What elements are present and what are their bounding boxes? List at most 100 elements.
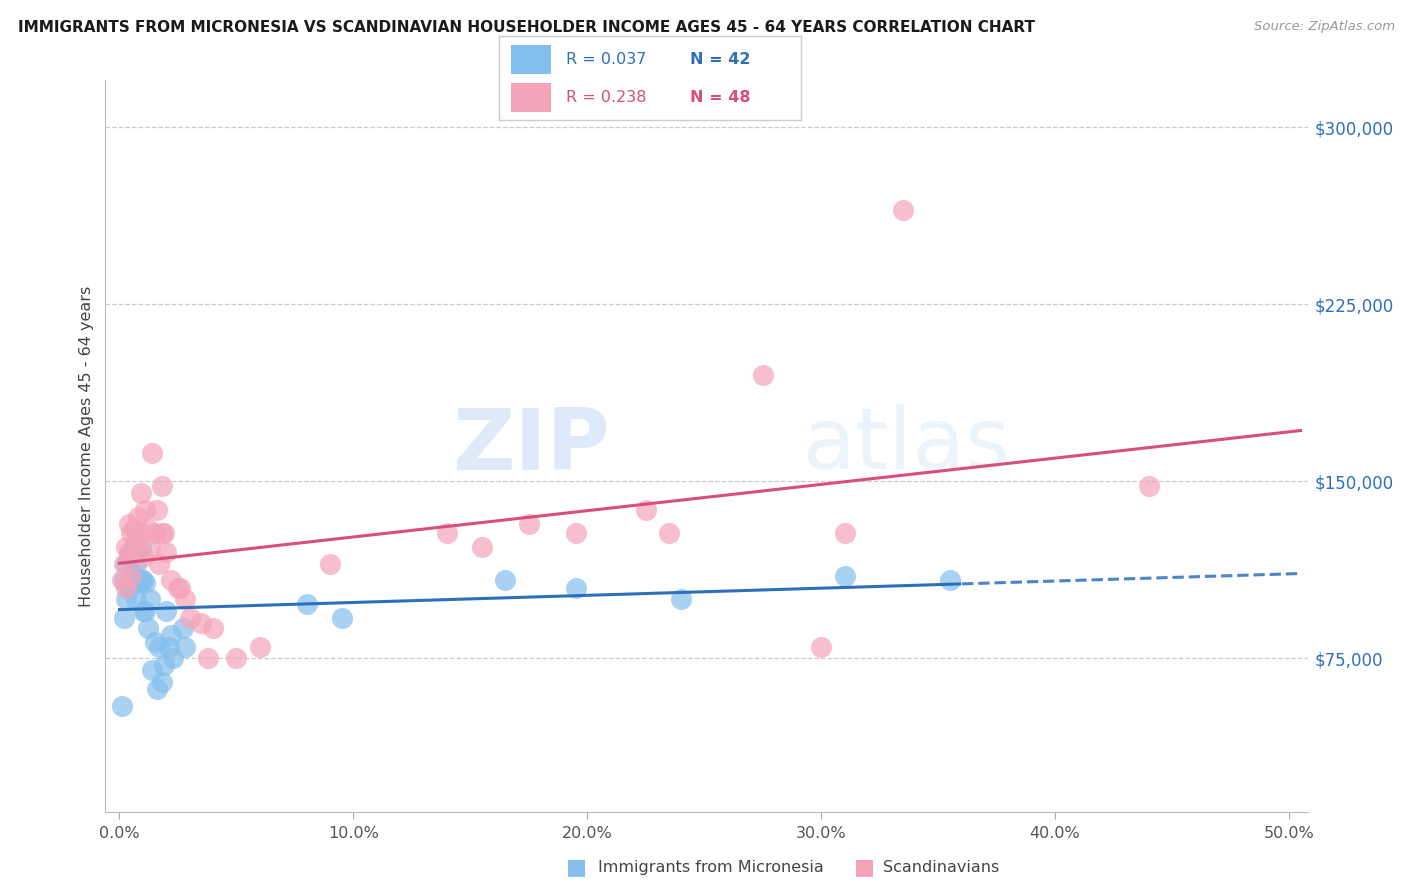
Point bbox=[127, 509, 149, 524]
Point bbox=[471, 541, 494, 555]
Point bbox=[172, 621, 194, 635]
Point bbox=[129, 541, 152, 555]
Point bbox=[150, 479, 173, 493]
Point bbox=[160, 628, 183, 642]
Point bbox=[111, 698, 134, 713]
Point bbox=[115, 592, 138, 607]
Point bbox=[197, 651, 219, 665]
Point bbox=[132, 574, 155, 588]
Point bbox=[162, 651, 184, 665]
Point bbox=[174, 640, 197, 654]
Text: R = 0.238: R = 0.238 bbox=[565, 90, 647, 105]
Point bbox=[436, 526, 458, 541]
Point bbox=[330, 611, 353, 625]
Text: ■: ■ bbox=[567, 857, 586, 877]
Point bbox=[127, 545, 149, 559]
Point bbox=[634, 502, 657, 516]
Point bbox=[122, 541, 145, 555]
Point bbox=[112, 611, 135, 625]
Point bbox=[112, 557, 135, 571]
Point bbox=[202, 621, 225, 635]
Point bbox=[111, 574, 134, 588]
Point bbox=[115, 581, 138, 595]
Point bbox=[122, 522, 145, 536]
Point bbox=[834, 568, 856, 582]
Text: atlas: atlas bbox=[803, 404, 1011, 488]
Point bbox=[129, 526, 152, 541]
Point bbox=[136, 621, 159, 635]
Point bbox=[125, 592, 148, 607]
Point bbox=[125, 533, 148, 548]
Point bbox=[148, 640, 170, 654]
Point bbox=[127, 545, 149, 559]
Point bbox=[120, 545, 142, 559]
Point bbox=[118, 581, 141, 595]
Point bbox=[155, 545, 177, 559]
Point bbox=[139, 592, 162, 607]
Point bbox=[120, 526, 142, 541]
Point bbox=[1137, 479, 1160, 493]
Point bbox=[112, 574, 135, 588]
Point bbox=[564, 581, 586, 595]
Point bbox=[118, 545, 141, 559]
Text: N = 42: N = 42 bbox=[689, 52, 749, 67]
Point bbox=[157, 640, 180, 654]
Point bbox=[160, 574, 183, 588]
Text: Scandinavians: Scandinavians bbox=[883, 860, 1000, 874]
Point bbox=[134, 502, 156, 516]
Point bbox=[517, 516, 540, 531]
Point bbox=[190, 615, 212, 630]
Point bbox=[669, 592, 692, 607]
Point bbox=[148, 557, 170, 571]
Point bbox=[938, 574, 960, 588]
Point bbox=[174, 592, 197, 607]
Point bbox=[115, 541, 138, 555]
Point bbox=[150, 675, 173, 690]
Point bbox=[295, 597, 318, 611]
Point bbox=[834, 526, 856, 541]
Point bbox=[143, 635, 166, 649]
Point bbox=[143, 526, 166, 541]
FancyBboxPatch shape bbox=[512, 45, 551, 74]
Text: ■: ■ bbox=[855, 857, 875, 877]
Point bbox=[129, 486, 152, 500]
Point bbox=[167, 581, 190, 595]
Point bbox=[146, 681, 169, 696]
Point bbox=[141, 663, 163, 677]
Point bbox=[225, 651, 247, 665]
Point bbox=[132, 549, 155, 564]
Point bbox=[494, 574, 516, 588]
Y-axis label: Householder Income Ages 45 - 64 years: Householder Income Ages 45 - 64 years bbox=[79, 285, 94, 607]
Point bbox=[118, 549, 141, 564]
Point bbox=[120, 568, 142, 582]
Text: ZIP: ZIP bbox=[453, 404, 610, 488]
Point bbox=[179, 611, 201, 625]
Text: IMMIGRANTS FROM MICRONESIA VS SCANDINAVIAN HOUSEHOLDER INCOME AGES 45 - 64 YEARS: IMMIGRANTS FROM MICRONESIA VS SCANDINAVI… bbox=[18, 20, 1035, 35]
Point bbox=[249, 640, 271, 654]
Point bbox=[564, 526, 586, 541]
Point bbox=[136, 522, 159, 536]
Point bbox=[146, 502, 169, 516]
Point bbox=[153, 526, 176, 541]
Point bbox=[129, 574, 152, 588]
Point bbox=[169, 581, 191, 595]
Point bbox=[122, 568, 145, 582]
Point bbox=[118, 516, 141, 531]
Point bbox=[132, 604, 155, 618]
Point bbox=[134, 575, 156, 590]
Text: R = 0.037: R = 0.037 bbox=[565, 52, 645, 67]
Point bbox=[751, 368, 773, 383]
Point bbox=[658, 526, 681, 541]
FancyBboxPatch shape bbox=[512, 83, 551, 112]
Point bbox=[115, 557, 138, 571]
Point bbox=[139, 541, 162, 555]
Point bbox=[319, 557, 342, 571]
Point bbox=[125, 557, 148, 571]
Text: Immigrants from Micronesia: Immigrants from Micronesia bbox=[598, 860, 824, 874]
Point bbox=[150, 526, 173, 541]
Point bbox=[153, 658, 176, 673]
Point bbox=[155, 604, 177, 618]
Point bbox=[891, 202, 914, 217]
Point bbox=[127, 575, 149, 590]
Point bbox=[134, 604, 156, 618]
